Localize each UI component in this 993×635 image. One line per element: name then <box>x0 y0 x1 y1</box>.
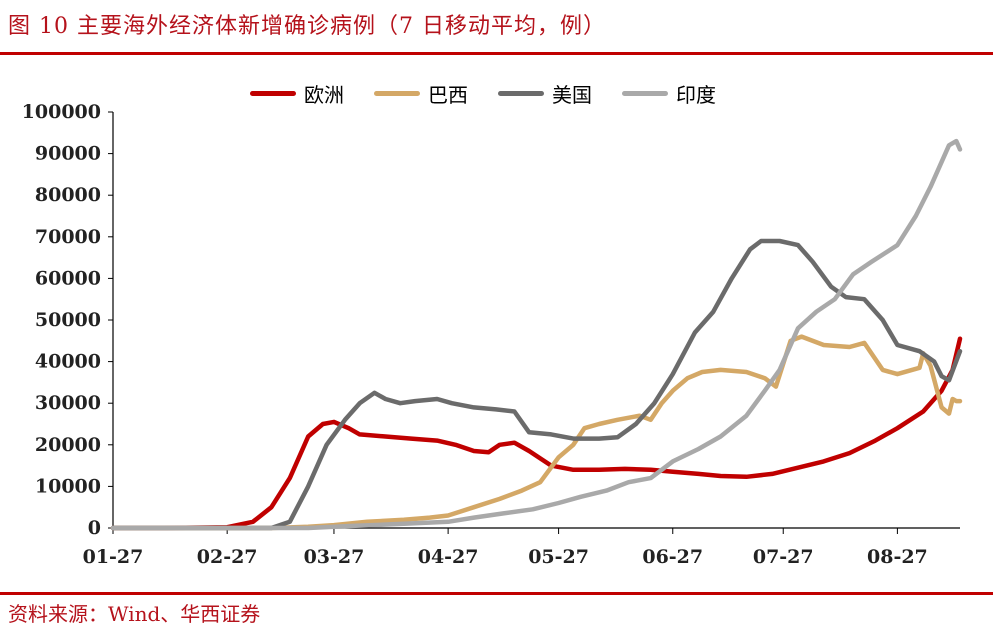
legend-label-3: 印度 <box>676 82 716 107</box>
source-note: 资料来源：Wind、华西证券 <box>8 602 261 626</box>
series-line-1 <box>110 334 963 531</box>
y-tick-label-2: 20000 <box>35 434 101 456</box>
x-tick-label-5: 06-27 <box>642 546 703 568</box>
line-chart: 0 10000 20000 30000 40000 50000 60000 70000 8000… <box>22 101 963 568</box>
legend-swatch-0 <box>250 90 296 96</box>
legend-label-1: 巴西 <box>428 82 468 107</box>
legend-item-1: 巴西 <box>374 79 468 108</box>
chart-title: 图 10 主要海外经济体新增确诊病例（7 日移动平均，例） <box>8 14 606 39</box>
x-tick-label-7: 08-27 <box>867 546 928 568</box>
x-tick-label-1: 02-27 <box>197 546 258 568</box>
y-tick-label-8: 80000 <box>35 184 101 206</box>
series-line-2 <box>110 238 963 531</box>
chart-title-bar: 图 10 主要海外经济体新增确诊病例（7 日移动平均，例） <box>0 0 993 52</box>
x-tick-label-0: 01-27 <box>83 546 144 568</box>
x-tick-label-4: 05-27 <box>528 546 589 568</box>
legend-label-2: 美国 <box>552 82 592 107</box>
legend-item-3: 印度 <box>622 79 716 108</box>
y-tick-label-6: 60000 <box>35 267 101 289</box>
chart-legend: 欧洲 巴西 美国 印度 <box>250 78 746 108</box>
legend-item-2: 美国 <box>498 79 592 108</box>
y-tick-label-5: 50000 <box>35 309 101 331</box>
series-line-0 <box>110 336 963 531</box>
y-tick-label-7: 70000 <box>35 226 101 248</box>
legend-swatch-2 <box>498 90 544 96</box>
y-tick-label-3: 30000 <box>35 392 101 414</box>
y-tick-label-0: 0 <box>88 517 101 539</box>
y-tick-label-4: 40000 <box>35 351 101 373</box>
x-tick-label-3: 04-27 <box>418 546 479 568</box>
y-tick-label-9: 90000 <box>35 143 101 165</box>
legend-swatch-1 <box>374 90 420 96</box>
legend-label-0: 欧洲 <box>304 82 344 107</box>
legend-swatch-3 <box>622 90 668 96</box>
top-rule <box>0 52 993 55</box>
bottom-rule <box>0 592 993 595</box>
series-line-3 <box>110 138 963 531</box>
x-tick-label-2: 03-27 <box>304 546 365 568</box>
y-tick-label-10: 100000 <box>22 101 101 123</box>
x-tick-label-6: 07-27 <box>753 546 814 568</box>
legend-item-0: 欧洲 <box>250 79 344 108</box>
y-tick-label-1: 10000 <box>35 475 101 497</box>
